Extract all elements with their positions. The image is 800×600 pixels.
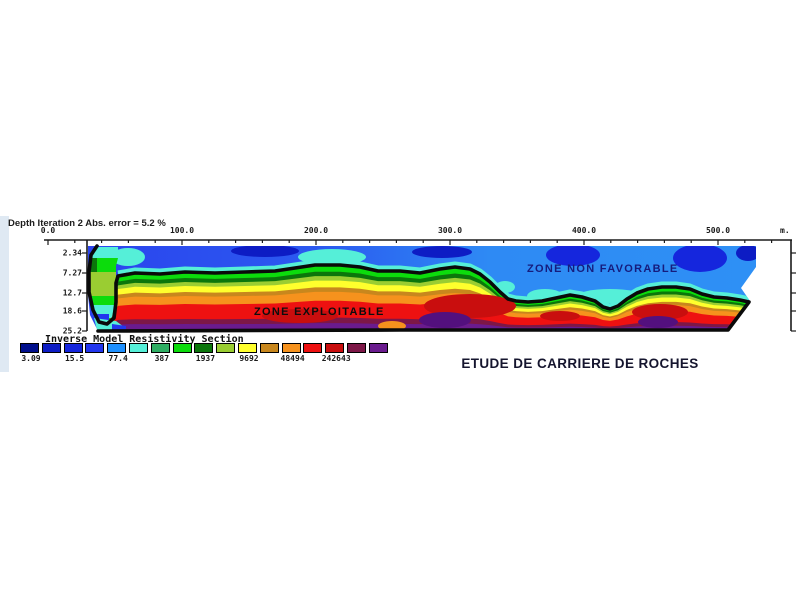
black-contour <box>87 244 751 333</box>
depth-tick-label: 2.34 <box>62 248 82 258</box>
scan-edge-artifact <box>0 216 9 372</box>
depth-tick-label: 12.7 <box>62 288 82 298</box>
legend-value-label: 3.09 <box>21 354 41 363</box>
legend-swatch <box>325 343 345 353</box>
legend-swatch <box>41 343 61 353</box>
legend-swatch <box>107 343 127 353</box>
distance-tick-label: 400.0 <box>571 226 597 235</box>
legend-swatch <box>150 343 170 353</box>
figure-caption: ETUDE DE CARRIERE DE ROCHES <box>461 356 699 371</box>
cyan-fringe <box>117 259 750 309</box>
distance-unit-label: m. <box>780 226 790 235</box>
distance-tick-label: 200.0 <box>303 226 329 235</box>
distance-tick-label: 500.0 <box>705 226 731 235</box>
legend-swatch <box>63 343 83 353</box>
depth-tick-label: 25.2 <box>62 326 82 336</box>
legend-swatch <box>368 343 388 353</box>
figure-title: Depth Iteration 2 Abs. error = 5.2 % <box>8 218 166 229</box>
zone-exploitable-layers <box>98 265 749 331</box>
legend-swatch <box>281 343 301 353</box>
depth-tick-label: 18.6 <box>62 306 82 316</box>
legend-value-label: 387 <box>154 354 170 363</box>
high-resistivity-cores <box>262 294 688 331</box>
legend-value-label: 77.4 <box>108 354 128 363</box>
legend-value-label: 242643 <box>321 354 351 363</box>
legend-swatch <box>347 343 366 353</box>
distance-tick-label: 0.0 <box>40 226 56 235</box>
legend-swatch <box>85 343 105 353</box>
legend-swatch <box>172 343 192 353</box>
legend-swatch <box>129 343 148 353</box>
legend-value-label: 1937 <box>195 354 216 363</box>
zone-exploitable-label: ZONE EXPLOITABLE <box>254 306 385 318</box>
depth-tick-label: 7.27 <box>62 268 82 278</box>
tick-marks <box>47 240 796 332</box>
legend-title: Inverse Model Resistivity Section <box>45 334 244 345</box>
legend-swatch <box>259 343 279 353</box>
legend-value-label: 9692 <box>239 354 259 363</box>
distance-tick-label: 100.0 <box>169 226 195 235</box>
legend-value-label: 48494 <box>280 354 305 363</box>
legend-swatch <box>238 343 257 353</box>
legend-swatch <box>303 343 323 353</box>
distance-tick-label: 300.0 <box>437 226 463 235</box>
legend-swatch <box>194 343 214 353</box>
axes <box>44 239 792 331</box>
legend-value-label: 15.5 <box>64 354 85 363</box>
legend-swatch <box>216 343 236 353</box>
zone-non-favorable-label: ZONE NON FAVORABLE <box>527 263 679 275</box>
legend-swatch <box>20 343 39 353</box>
